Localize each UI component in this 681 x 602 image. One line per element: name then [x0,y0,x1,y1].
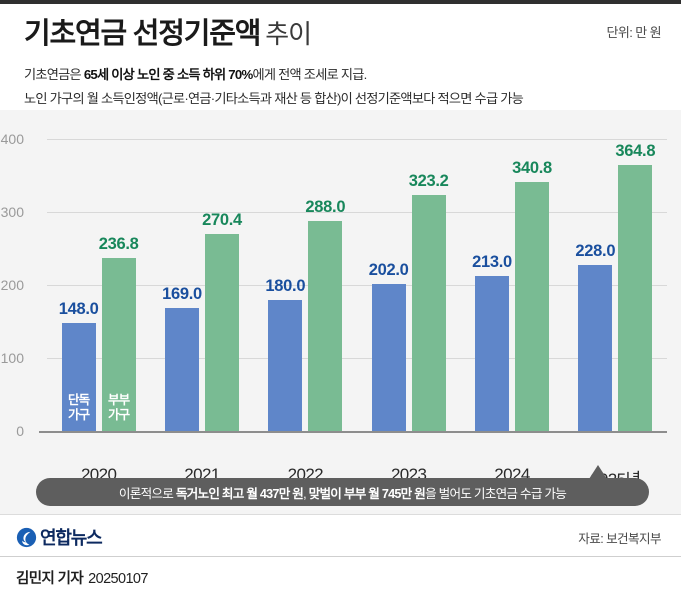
bar-couple-2024[interactable] [515,182,549,431]
brand-name: 연합뉴스 [40,528,103,548]
y-tick-label: 100 [0,350,24,366]
callout-pre: 이론적으로 [118,487,176,501]
bar-single-2022[interactable] [268,299,303,431]
callout-pointer-icon [589,465,607,479]
desc1-post: 에게 전액 조세로 지급. [252,67,367,82]
title-sub: 추이 [265,19,312,49]
publish-date: 20250107 [88,571,148,587]
bar-couple-2021[interactable] [205,233,239,431]
desc1-pre: 기초연금은 [24,67,84,82]
x-axis-line [39,431,667,433]
bar-single-2024[interactable] [475,275,509,431]
callout-bold-2: 맞벌이 부부 월 745만 원 [308,487,426,501]
bar-value-label: 323.2 [408,172,449,191]
bar-value-label: 288.0 [305,197,346,216]
bar-value-label: 270.4 [202,210,242,229]
y-tick-label: 0 [16,423,24,439]
bar-couple-2022[interactable] [308,220,343,431]
y-tick-label: 200 [0,277,24,293]
brand-logo: 연합뉴스 [16,524,103,550]
bar-single-2025년[interactable] [578,264,613,431]
chart-panel: 0 100 200 300 400 단독 가구 148.0 부부 가구 236.8 169.0 270… [0,110,681,514]
legend-label-line2: 가구 [107,408,130,422]
bar-single-2023[interactable] [371,283,406,431]
page-title: 기초연금 선정기준액 추이 [24,14,661,58]
callout-text: 이론적으로 독거노인 최고 월 437만 원, 맞벌이 부부 월 745만 원을… [36,483,649,502]
gridline [47,212,667,213]
plot-area: 0 100 200 300 400 단독 가구 148.0 부부 가구 236.8 169.0 270… [1,131,667,489]
bar-couple-2023[interactable] [411,195,446,431]
reporter-name: 김민지 기자 [16,571,84,587]
legend-couple: 부부 가구 [102,393,136,423]
yonhap-logo-icon [16,527,37,548]
gridline [47,139,667,140]
footer-rule [0,556,681,557]
bar-value-label: 202.0 [368,260,409,279]
byline: 김민지 기자 20250107 [16,567,148,588]
bar-value-label: 364.8 [615,141,656,160]
callout-post: 을 벌어도 기초연금 수급 가능 [425,487,567,501]
legend-single: 단독 가구 [62,393,96,423]
description-line-2: 노인 가구의 월 소득인정액(근로·연금·기타소득과 재산 등 합산)이 선정기… [24,91,524,106]
description-line-1: 기초연금은 65세 이상 노인 중 소득 하위 70%에게 전액 조세로 지급. [24,64,665,83]
callout-banner: 이론적으로 독거노인 최고 월 437만 원, 맞벌이 부부 월 745만 원을… [36,465,649,506]
bar-value-label: 169.0 [162,284,202,303]
header: 기초연금 선정기준액 추이 단위: 만 원 기초연금은 65세 이상 노인 중 소… [0,4,681,110]
gridline [47,358,667,359]
legend-label-line2: 가구 [67,408,90,422]
bar-couple-2020[interactable]: 부부 가구 [101,258,136,431]
legend-label-line1: 부부 [107,393,130,407]
bar-single-2020[interactable]: 단독 가구 [61,322,96,431]
unit-label: 단위: 만 원 [606,25,662,40]
desc1-bold: 65세 이상 노인 중 소득 하위 70% [83,67,253,82]
y-tick-label: 400 [0,131,24,147]
bar-value-label: 236.8 [98,235,139,254]
bar-value-label: 148.0 [58,299,99,318]
top-rule [0,0,681,4]
bar-value-label: 213.0 [472,252,512,271]
bars-layer: 단독 가구 148.0 부부 가구 236.8 169.0 270.4 180.0 288.0 20… [47,139,667,431]
bar-couple-2025년[interactable] [618,164,653,431]
bar-value-label: 340.8 [512,159,552,178]
gridline [47,285,667,286]
footer: 연합뉴스 자료: 보건복지부 [0,515,681,555]
callout-bold-1: 독거노인 최고 월 437만 원 [175,487,304,501]
source-label: 자료: 보건복지부 [578,532,661,546]
bar-single-2021[interactable] [165,307,199,431]
title-main: 기초연금 선정기준액 [24,18,261,50]
bar-value-label: 228.0 [575,241,616,260]
footer-separator [0,514,681,515]
legend-label-line1: 단독 [67,393,90,407]
callout-mid: , [303,487,309,501]
y-tick-label: 300 [0,204,24,220]
bar-value-label: 180.0 [265,276,306,295]
